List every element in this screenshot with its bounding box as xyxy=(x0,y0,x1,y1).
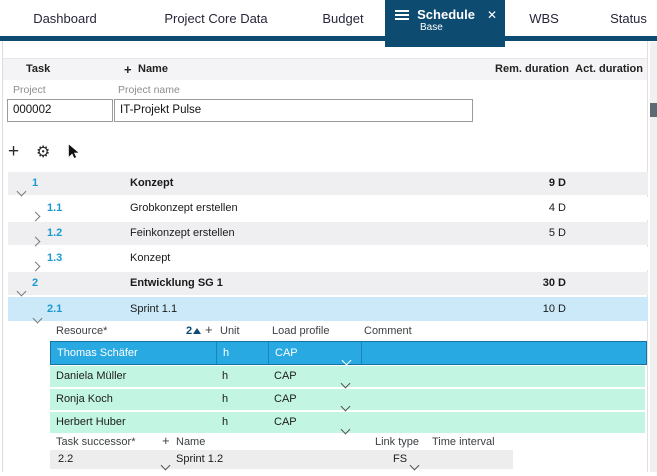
add-successor-icon[interactable]: + xyxy=(162,433,170,448)
task-rem-duration: 4 D xyxy=(548,202,566,214)
tab-underline-strip xyxy=(0,36,657,41)
resource-load-profile: CAP xyxy=(274,393,297,405)
successor-column-header: Task successor* xyxy=(56,436,136,448)
tab-dashboard[interactable]: Dashboard xyxy=(33,10,97,26)
tab-status[interactable]: Status xyxy=(610,10,647,26)
successor-id: 2.2 xyxy=(58,453,74,465)
project-id-field[interactable]: 000002 xyxy=(7,99,113,122)
task-rem-duration: 30 D xyxy=(542,277,566,289)
dropdown-icon[interactable] xyxy=(340,420,351,441)
resource-load-profile: CAP xyxy=(274,416,297,428)
add-column-icon[interactable]: + xyxy=(124,62,132,77)
task-number: 1.3 xyxy=(47,252,63,264)
resource-unit: h xyxy=(222,416,229,428)
successor-link-type: FS xyxy=(393,453,408,465)
task-number: 1.2 xyxy=(47,227,63,239)
tab-schedule[interactable]: Schedule ✕ Base xyxy=(385,0,505,47)
task-name: Sprint 1.1 xyxy=(130,303,178,315)
resource-row[interactable]: Daniela Müller h CAP xyxy=(50,366,645,389)
column-rem-duration: Rem. duration xyxy=(495,63,569,75)
task-name: Feinkonzept erstellen xyxy=(130,227,235,239)
link-type-header: Link type xyxy=(375,436,420,448)
column-task: Task xyxy=(26,63,51,75)
add-task-icon[interactable]: + xyxy=(8,141,20,162)
successor-row[interactable]: 2.2 Sprint 1.2 FS xyxy=(50,450,513,471)
successor-name-header: Name xyxy=(176,436,206,448)
project-name-field[interactable]: IT-Projekt Pulse xyxy=(114,99,473,122)
dropdown-icon[interactable] xyxy=(160,457,171,476)
task-row-1-3[interactable]: 1.3 Konzept xyxy=(8,247,648,272)
chevron-down-icon[interactable] xyxy=(32,307,43,331)
task-table-header: Task + Name Rem. duration Act. duration xyxy=(3,58,647,80)
comment-column-header: Comment xyxy=(364,325,412,337)
resource-unit: h xyxy=(222,393,229,405)
column-name: Name xyxy=(138,63,168,75)
resource-name: Daniela Müller xyxy=(56,370,127,382)
sort-ascending-icon[interactable]: 2 xyxy=(186,322,202,340)
close-icon[interactable]: ✕ xyxy=(486,7,497,22)
task-number: 1.1 xyxy=(47,202,63,214)
resource-unit: h xyxy=(222,370,229,382)
panel-left-border xyxy=(2,41,3,472)
task-number: 2.1 xyxy=(47,303,63,315)
task-row-2[interactable]: 2 Entwicklung SG 1 30 D xyxy=(8,272,648,297)
resource-row-selected[interactable]: Thomas Schäfer h CAP xyxy=(50,341,647,366)
time-interval-header: Time interval xyxy=(432,436,495,448)
resource-unit: h xyxy=(223,347,230,359)
successor-name: Sprint 1.2 xyxy=(176,453,224,465)
scrollbar-thumb[interactable] xyxy=(650,103,657,117)
task-row-1-1[interactable]: 1.1 Grobkonzept erstellen 4 D xyxy=(8,197,648,222)
task-name: Konzept xyxy=(130,252,171,264)
tab-bar: Dashboard Project Core Data Budget WBS S… xyxy=(0,0,657,36)
task-row-1[interactable]: 1 Konzept 9 D xyxy=(8,172,648,197)
add-resource-icon[interactable]: + xyxy=(205,322,213,337)
column-act-duration: Act. duration xyxy=(575,63,643,75)
tab-project-core-data[interactable]: Project Core Data xyxy=(164,10,268,26)
resource-column-header: Resource* xyxy=(56,325,108,337)
resource-name: Thomas Schäfer xyxy=(57,347,138,359)
gear-icon[interactable]: ⚙ xyxy=(36,144,51,161)
task-rem-duration: 10 D xyxy=(542,303,566,315)
cursor-select-icon[interactable] xyxy=(66,142,81,162)
load-profile-column-header: Load profile xyxy=(272,325,330,337)
task-rem-duration: 9 D xyxy=(548,177,566,189)
task-name: Entwicklung SG 1 xyxy=(130,277,223,289)
task-name: Konzept xyxy=(130,177,174,189)
task-row-1-2[interactable]: 1.2 Feinkonzept erstellen 5 D xyxy=(8,222,648,247)
project-name-label: Project name xyxy=(118,84,180,96)
task-number: 1 xyxy=(32,177,39,189)
resource-load-profile: CAP xyxy=(275,347,298,359)
tab-budget[interactable]: Budget xyxy=(322,10,364,26)
tab-schedule-label: Schedule xyxy=(417,7,475,22)
task-number: 2 xyxy=(32,277,39,289)
resource-row[interactable]: Ronja Koch h CAP xyxy=(50,389,645,412)
resource-load-profile: CAP xyxy=(274,370,297,382)
menu-icon[interactable] xyxy=(395,8,410,22)
task-rem-duration: 5 D xyxy=(548,227,566,239)
dropdown-icon[interactable] xyxy=(409,457,420,476)
resource-row[interactable]: Herbert Huber h CAP xyxy=(50,412,645,435)
project-id-label: Project xyxy=(13,84,46,96)
task-name: Grobkonzept erstellen xyxy=(130,202,238,214)
tab-schedule-sublabel: Base xyxy=(420,22,443,33)
unit-column-header: Unit xyxy=(220,325,240,337)
resource-name: Herbert Huber xyxy=(56,416,126,428)
task-row-2-1-selected[interactable]: 2.1 Sprint 1.1 10 D xyxy=(8,297,648,324)
resource-name: Ronja Koch xyxy=(56,393,113,405)
vertical-scrollbar[interactable] xyxy=(650,42,657,472)
tab-wbs[interactable]: WBS xyxy=(529,10,559,26)
